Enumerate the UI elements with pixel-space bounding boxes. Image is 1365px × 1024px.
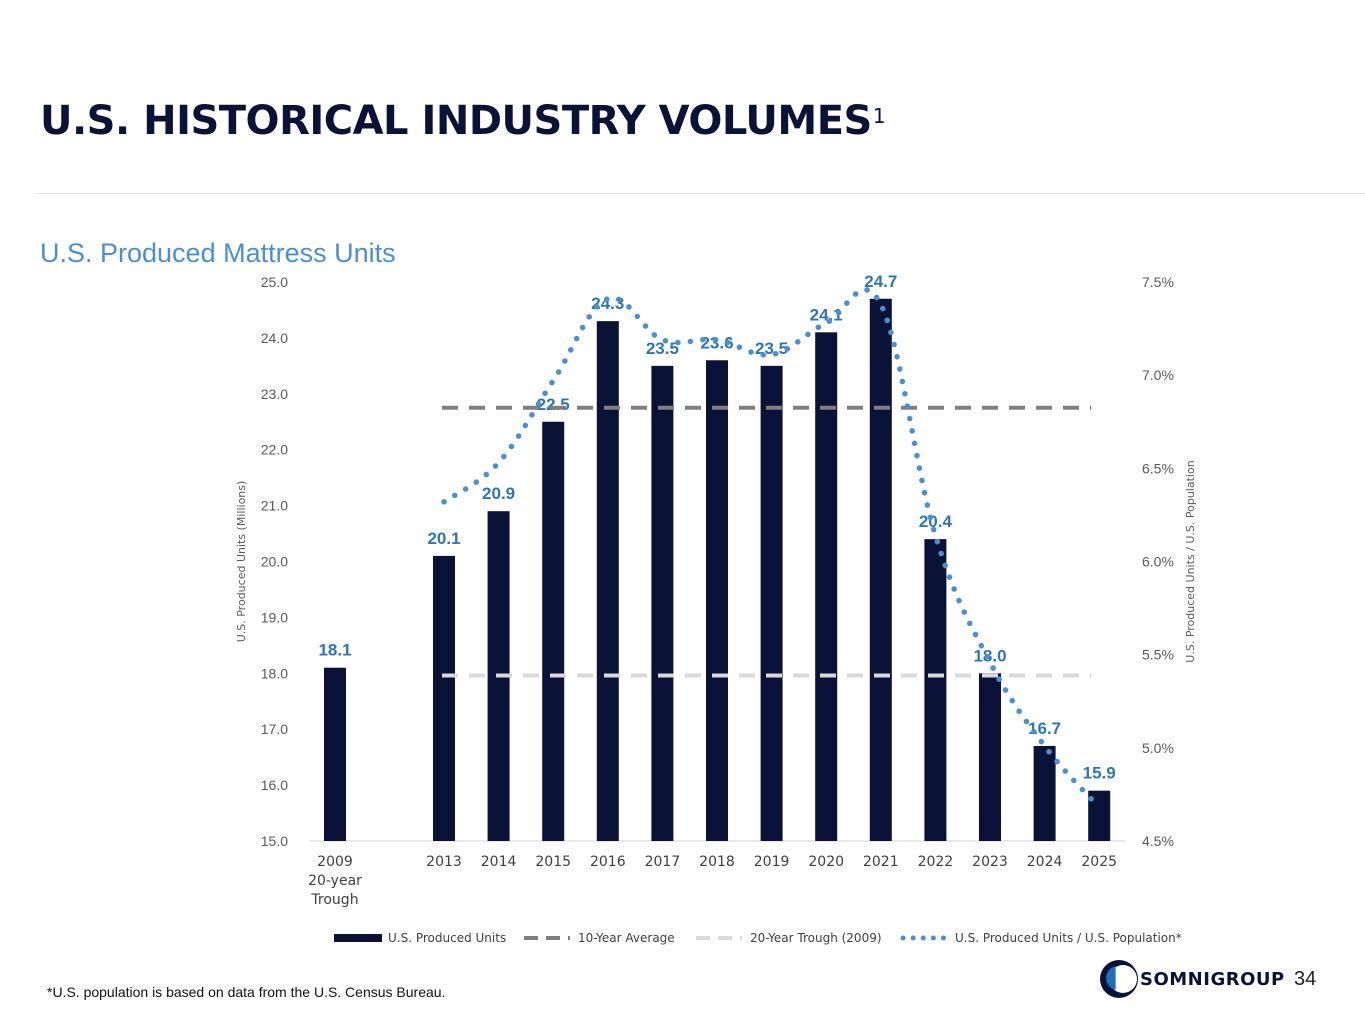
bar-2015 xyxy=(542,421,565,841)
x-tick-label: 2017 xyxy=(645,854,681,870)
page-title-text: U.S. HISTORICAL INDUSTRY VOLUMES xyxy=(40,98,872,144)
chart-subtitle: U.S. Produced Mattress Units xyxy=(40,238,396,268)
x-tick-label: 2015 xyxy=(535,854,571,870)
per-capita-dotted-line xyxy=(441,287,1102,811)
x-tick-label: 2025 xyxy=(1081,854,1117,870)
brand-name: SOMNIGROUP xyxy=(1140,968,1285,990)
bar-2016 xyxy=(596,321,619,841)
x-tick-label: 2023 xyxy=(972,854,1008,870)
y-right-tick-label: 5.5% xyxy=(1142,647,1174,663)
data-label-2016: 24.3 xyxy=(591,294,624,313)
x-tick-label: 2018 xyxy=(699,854,735,870)
bar-2025 xyxy=(1088,790,1111,841)
bar-2009 xyxy=(324,667,346,841)
data-label-2017: 23.5 xyxy=(646,339,679,358)
x-tick-label: 2014 xyxy=(481,854,517,870)
bar-2024 xyxy=(1033,745,1056,841)
legend-label-average: 10-Year Average xyxy=(578,931,675,945)
page-number: 34 xyxy=(1294,968,1317,990)
y-left-tick-label: 16.0 xyxy=(261,777,288,793)
brand-logo: SOMNIGROUP xyxy=(1100,960,1285,998)
data-label-2021: 24.7 xyxy=(864,272,897,291)
y-right-tick-label: 6.0% xyxy=(1142,554,1174,570)
x-tick-label: 2019 xyxy=(754,854,790,870)
footnote: *U.S. population is based on data from t… xyxy=(47,984,446,1000)
legend-label-trough: 20-Year Trough (2009) xyxy=(750,931,882,945)
data-label-2015: 22.5 xyxy=(537,395,570,414)
y-left-tick-label: 17.0 xyxy=(261,721,288,737)
bar-2020 xyxy=(815,332,838,841)
bar-2022 xyxy=(924,539,947,841)
data-label-2009: 18.1 xyxy=(318,641,351,660)
legend-swatch-units xyxy=(334,934,382,942)
bar-2019 xyxy=(760,365,783,841)
y-left-tick-label: 15.0 xyxy=(261,833,288,849)
y-left-tick-label: 21.0 xyxy=(261,498,288,514)
y-left-tick-label: 20.0 xyxy=(261,554,288,570)
data-label-2019: 23.5 xyxy=(755,339,788,358)
data-label-2022: 20.4 xyxy=(919,512,953,531)
data-label-2025: 15.9 xyxy=(1083,764,1116,783)
y-right-tick-label: 7.5% xyxy=(1142,274,1174,290)
brand-mark-icon xyxy=(1100,960,1138,998)
y-right-tick-label: 4.5% xyxy=(1142,833,1174,849)
y-left-tick-label: 25.0 xyxy=(261,274,288,290)
x-tick-label: 2020 xyxy=(808,854,844,870)
bar-2018 xyxy=(706,360,728,841)
y-left-tick-label: 24.0 xyxy=(261,330,288,346)
x-tick-label: 2024 xyxy=(1027,854,1063,870)
y-left-tick-label: 18.0 xyxy=(261,665,288,681)
title-footnote-marker: 1 xyxy=(872,104,886,128)
x-tick-label: 2013 xyxy=(426,854,462,870)
x-tick-sublabel: 20-year xyxy=(308,873,362,889)
data-label-2023: 18.0 xyxy=(973,646,1006,665)
y-left-tick-label: 22.0 xyxy=(261,442,288,458)
legend-label-per-capita: U.S. Produced Units / U.S. Population* xyxy=(955,931,1182,945)
y-right-tick-label: 7.0% xyxy=(1142,367,1174,383)
header-divider xyxy=(35,193,1365,194)
data-label-2014: 20.9 xyxy=(482,484,515,503)
legend-label-units: U.S. Produced Units xyxy=(388,931,506,945)
page-title: U.S. HISTORICAL INDUSTRY VOLUMES1 xyxy=(40,98,886,144)
y-left-tick-label: 19.0 xyxy=(261,609,288,625)
x-tick-sublabel: Trough xyxy=(310,892,358,908)
x-tick-label: 2016 xyxy=(590,854,626,870)
bar-2013 xyxy=(433,555,455,841)
x-tick-label: 2021 xyxy=(863,854,899,870)
bar-2017 xyxy=(651,365,674,841)
data-label-2020: 24.1 xyxy=(810,305,843,324)
y-right-axis-title: U.S. Produced Units / U.S. Population xyxy=(1184,460,1197,662)
bar-2021 xyxy=(869,298,892,841)
x-tick-label: 2022 xyxy=(918,854,954,870)
y-right-tick-label: 5.0% xyxy=(1142,740,1174,756)
x-tick-label: 2009 xyxy=(317,854,353,870)
data-label-2013: 20.1 xyxy=(427,529,460,548)
data-label-2024: 16.7 xyxy=(1028,719,1061,738)
y-right-tick-label: 6.5% xyxy=(1142,460,1174,476)
y-left-tick-label: 23.0 xyxy=(261,386,288,402)
bar-2023 xyxy=(979,673,1001,841)
data-label-2018: 23.6 xyxy=(700,333,733,352)
y-left-axis-title: U.S. Produced Units (Millions) xyxy=(235,481,248,643)
